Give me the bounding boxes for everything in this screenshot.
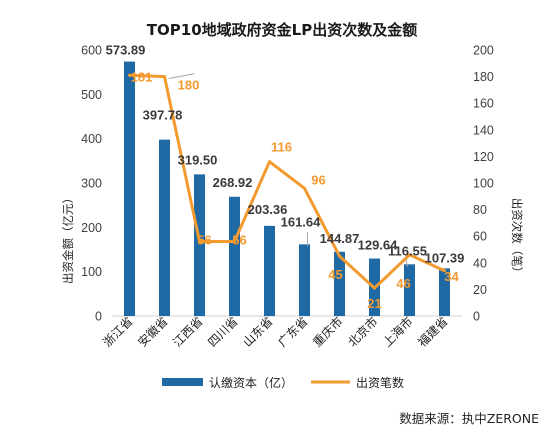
leader-line [168,73,195,80]
line-point [268,160,271,164]
category-label: 安徽省 [135,314,171,350]
line-value-label: 181 [131,69,153,84]
line-point [128,73,131,77]
bar [299,244,310,316]
line-point [303,186,306,190]
legend-line-label: 出资笔数 [356,375,404,390]
chart-title: TOP10地域政府资金LP出资次数及金额 [147,21,417,39]
right-axis-label: 出资次数（笔） [510,198,524,279]
category-label: 北京市 [345,314,381,350]
line-point [373,286,376,290]
bar [159,139,170,316]
category-label: 山东省 [240,314,275,349]
right-tick-label: 80 [473,203,487,217]
line-path [129,73,446,290]
right-tick-label: 0 [473,310,480,324]
bar-value-label: 161.64 [281,214,322,229]
line-value-label: 96 [311,172,325,187]
category-label: 福建省 [415,314,451,350]
bar-value-label: 144.87 [320,231,360,246]
right-tick-label: 100 [473,177,494,191]
bar-value-label: 116.55 [388,243,427,258]
line-value-label: 45 [328,267,342,282]
category-label: 江西省 [170,314,205,349]
left-tick-label: 300 [81,177,102,191]
right-tick-label: 200 [473,44,494,58]
bar-value-label: 397.78 [143,108,183,123]
line-value-label: 21 [367,296,381,311]
bar-value-label: 107.39 [425,250,465,265]
line-value-label: 34 [444,269,459,284]
line-series [128,73,446,290]
left-tick-label: 500 [81,88,102,102]
line-point [198,240,201,244]
line-point [338,254,341,258]
category-label: 重庆市 [310,314,346,350]
right-tick-label: 40 [473,256,487,270]
bar [334,251,345,316]
line-value-label: 56 [232,233,246,248]
left-axis-label: 出资金额（亿元） [61,192,75,284]
line-value-label: 46 [396,276,410,291]
line-value-label: 116 [271,140,292,155]
line-value-label: 56 [197,233,211,248]
bar [264,225,275,316]
category-labels: 浙江省 安徽省 江西省 四川省 山东省 广东省 重庆市 北京市 上海市 福建省 [100,314,450,350]
right-tick-label: 20 [473,283,487,297]
category-label: 广东省 [275,314,310,349]
category-label: 上海市 [380,314,416,350]
right-tick-label: 140 [473,123,494,137]
line-point [233,240,236,244]
legend-bar-swatch [162,378,203,386]
left-tick-label: 0 [95,310,102,324]
bar-value-label: 268.92 [213,175,253,190]
bar-value-label: 203.36 [248,202,288,217]
line-point [443,269,446,273]
bar [439,268,450,316]
bar [124,61,135,316]
legend: 认缴资本（亿） 出资笔数 [162,375,404,390]
line-point [163,75,166,79]
right-tick-label: 120 [473,150,494,164]
right-tick-label: 160 [473,97,494,111]
bar-value-label: 573.89 [106,43,146,58]
source-note: 数据来源：执中ZERONE [399,411,539,426]
legend-bar-label: 认缴资本（亿） [209,375,293,390]
bar-value-label: 129.64 [358,238,399,253]
line-value-label: 180 [178,78,200,93]
category-label: 浙江省 [100,314,135,349]
left-tick-label: 100 [81,265,102,279]
left-axis-ticks: 0 100 200 300 400 500 600 [81,44,102,324]
left-tick-label: 600 [81,44,102,58]
bar-value-label: 319.50 [178,152,218,167]
line-data-labels: 181 180 56 56 116 96 45 21 46 34 [131,69,460,311]
line-point [408,253,411,257]
left-tick-label: 200 [81,221,102,235]
right-axis-ticks: 0 20 40 60 80 100 120 140 160 180 200 [473,44,494,324]
right-tick-label: 60 [473,230,487,244]
left-tick-label: 400 [81,132,102,146]
bar [404,264,415,316]
bar [229,196,240,316]
right-tick-label: 180 [473,70,494,84]
bar [194,174,205,316]
category-label: 四川省 [205,314,240,349]
